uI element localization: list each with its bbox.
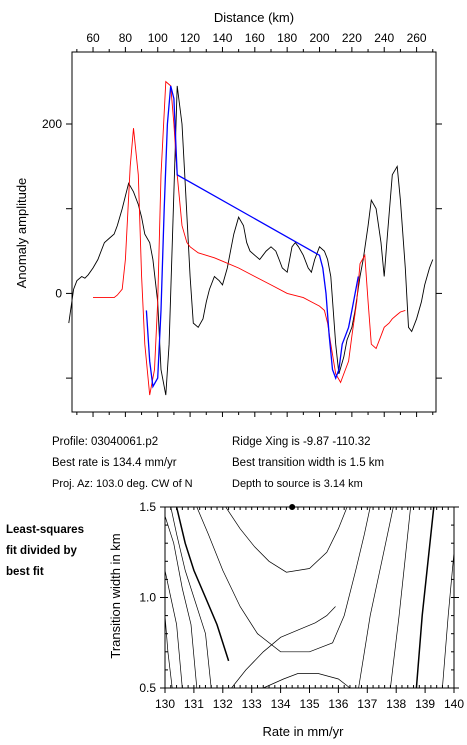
- contour-line: [175, 506, 230, 662]
- rate-tick-label-131: 131: [184, 697, 204, 711]
- contour-line: [164, 570, 183, 689]
- contour-plot-ticks: 130 131 132 133 134 135 136 137 138 139 140 0.5 1.0 1…: [139, 500, 464, 711]
- series-line-fit: [145, 85, 359, 389]
- width-tick-label-1.0: 1.0: [139, 591, 156, 605]
- source-depth-label: Depth to source is 3.14 km: [232, 478, 363, 490]
- x-tick-label-260: 260: [407, 31, 427, 45]
- contour-line: [170, 506, 212, 689]
- width-tick-label-0.5: 0.5: [139, 681, 156, 695]
- contour-line: [415, 506, 435, 689]
- x-tick-label-220: 220: [342, 31, 362, 45]
- contour-line: [164, 615, 173, 689]
- projection-azimuth-label: Proj. Az: 103.0 deg. CW of N: [52, 478, 193, 490]
- rate-tick-label-139: 139: [415, 697, 435, 711]
- contour-line: [442, 552, 455, 689]
- top-plot-frame: [71, 51, 437, 413]
- best-rate-label: Best rate is 134.4 mm/yr: [52, 457, 177, 469]
- best-fit-point: [289, 504, 296, 510]
- contour-lines: [164, 504, 455, 689]
- best-width-label: Best transition width is 1.5 km: [232, 457, 385, 469]
- top-plot-lines: [68, 80, 434, 396]
- least-squares-note: Least-squares fit divided by best fit: [6, 520, 84, 583]
- y-tick-label-0: 0: [55, 286, 62, 300]
- x-tick-label-100: 100: [148, 31, 168, 45]
- contour-line: [164, 515, 198, 689]
- series-line-model: [93, 80, 406, 396]
- ridge-crossing-label: Ridge Xing is -9.87 -110.32: [232, 436, 371, 448]
- y-tick-label-200: 200: [42, 117, 62, 131]
- rate-tick-label-130: 130: [155, 697, 175, 711]
- rate-tick-label-135: 135: [299, 697, 319, 711]
- rate-tick-label-138: 138: [386, 697, 406, 711]
- x-tick-label-240: 240: [374, 31, 394, 45]
- x-tick-label-180: 180: [277, 31, 297, 45]
- rate-tick-label-132: 132: [213, 697, 233, 711]
- x-axis-title-bottom: Rate in mm/yr: [263, 724, 345, 739]
- rate-tick-label-134: 134: [271, 697, 291, 711]
- y-axis-title-bottom: Transition width in km: [108, 533, 123, 658]
- contour-line: [358, 506, 394, 689]
- rate-tick-label-133: 133: [242, 697, 262, 711]
- contour-line: [225, 506, 348, 573]
- width-tick-label-1.5: 1.5: [139, 500, 156, 514]
- note-line-2: fit divided by: [6, 545, 77, 557]
- x-tick-label-140: 140: [212, 31, 232, 45]
- x-tick-label-60: 60: [86, 31, 100, 45]
- rate-tick-label-137: 137: [357, 697, 377, 711]
- x-axis-title-top: Distance (km): [214, 10, 294, 25]
- x-tick-label-160: 160: [245, 31, 265, 45]
- top-plot-ticks: 60 80 100 120 140 160 180 200 220 240 260 0 200: [42, 31, 442, 417]
- rate-tick-label-136: 136: [328, 697, 348, 711]
- x-tick-label-80: 80: [119, 31, 133, 45]
- series-line-observed: [68, 85, 434, 396]
- rate-tick-label-140: 140: [444, 697, 464, 711]
- note-line-1: Least-squares: [6, 524, 84, 536]
- contour-line: [390, 506, 411, 689]
- contour-line: [231, 606, 336, 689]
- profile-label: Profile: 03040061.p2: [52, 436, 159, 448]
- y-axis-title-top: Anomaly amplitude: [14, 178, 29, 289]
- contour-line: [196, 506, 371, 653]
- x-tick-label-200: 200: [310, 31, 330, 45]
- note-line-3: best fit: [6, 566, 44, 578]
- contour-line: [263, 673, 351, 689]
- x-tick-label-120: 120: [180, 31, 200, 45]
